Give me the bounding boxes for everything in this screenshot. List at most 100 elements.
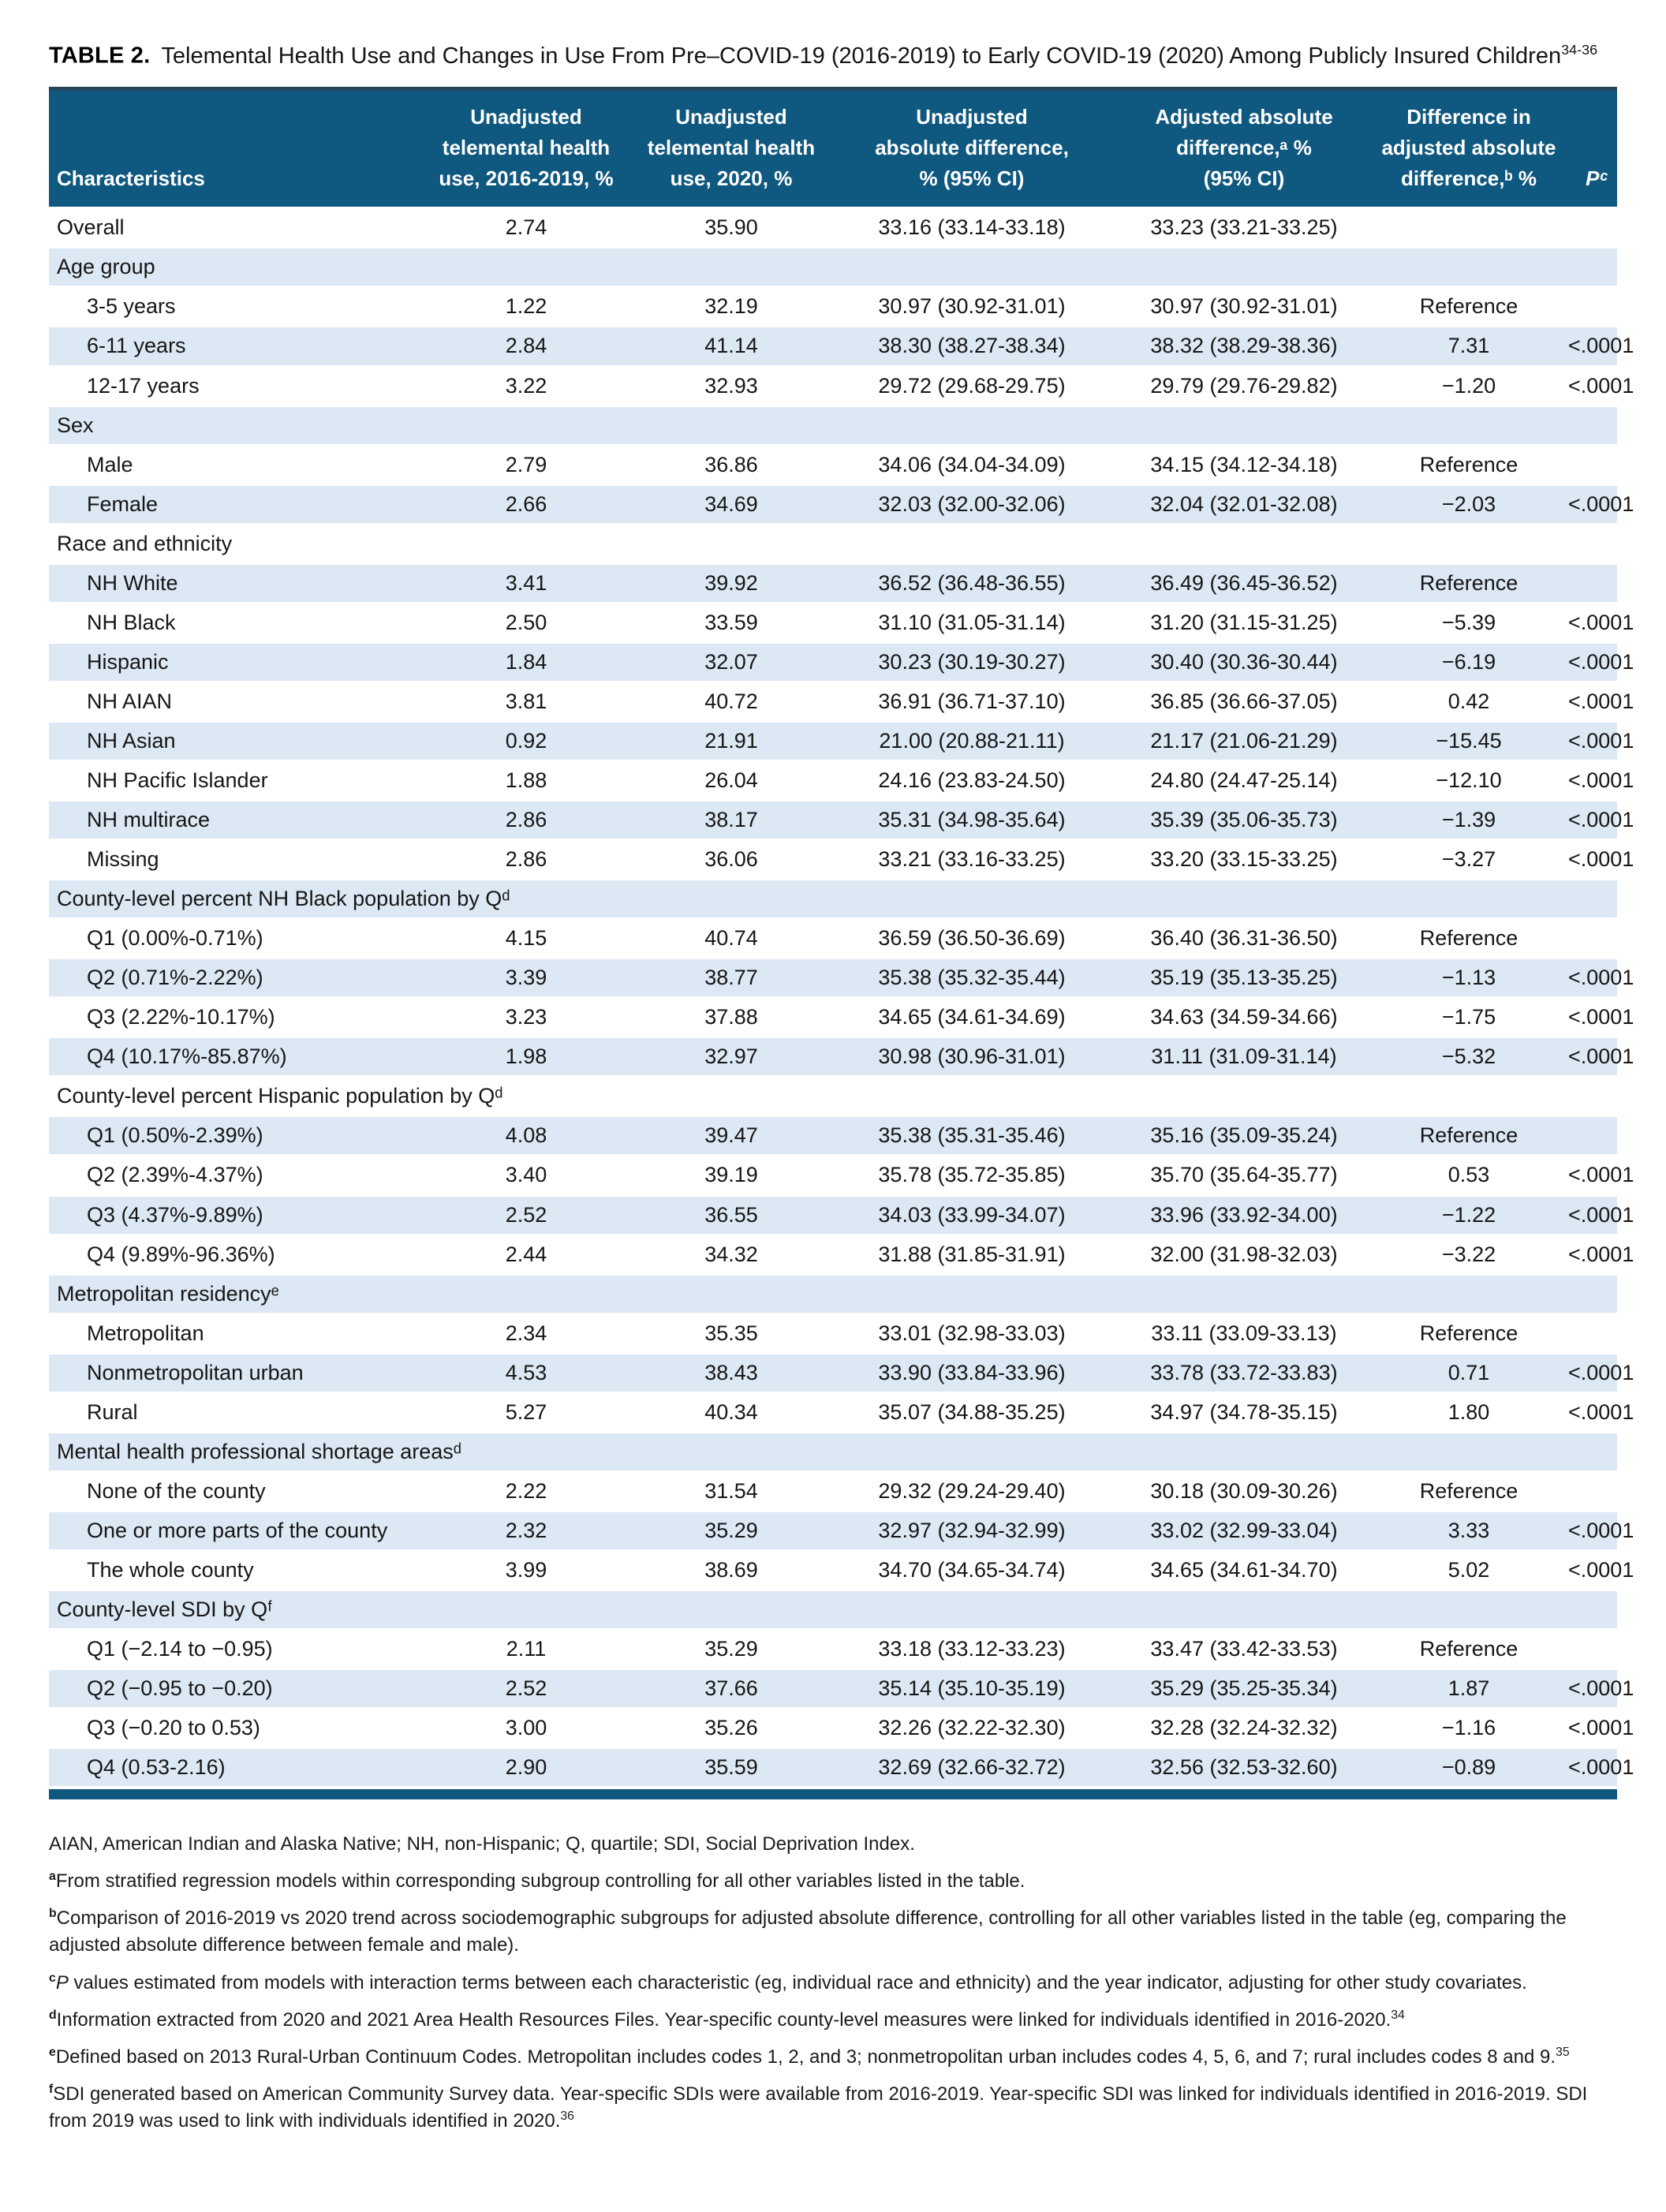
section-row: County-level percent NH Black population…: [49, 878, 1617, 919]
cell-use-2016-2019: 3.22: [420, 364, 633, 406]
cell-p-value: <.0001: [1563, 1747, 1634, 1787]
cell-adjusted-difference: 35.16 (35.09-35.24): [1114, 1115, 1374, 1156]
cell-unadjusted-difference: 34.65 (34.61-34.69): [830, 996, 1114, 1037]
table-row: Male 2.79 36.86 34.06 (34.04-34.09) 34.15 (3…: [49, 443, 1617, 485]
row-label: NH AIAN: [49, 680, 420, 722]
row-label: Q4 (0.53-2.16): [49, 1747, 420, 1787]
cell-adjusted-difference: 33.11 (33.09-33.13): [1114, 1312, 1374, 1354]
footnotes: AIAN, American Indian and Alaska Native;…: [49, 1831, 1617, 2135]
cell-adjusted-difference: 30.18 (30.09-30.26): [1114, 1470, 1374, 1511]
table-title: TABLE 2. Telemental Health Use and Chang…: [49, 41, 1617, 71]
section-label: Mental health professional shortage area…: [49, 1430, 1617, 1472]
cell-adjusted-difference: 36.85 (36.66-37.05): [1114, 680, 1374, 722]
cell-difference-in-adjusted: 0.71: [1374, 1351, 1563, 1393]
cell-adjusted-difference: 34.63 (34.59-34.66): [1114, 996, 1374, 1037]
cell-p-value: <.0001: [1563, 1154, 1634, 1196]
section-row: Age group: [49, 246, 1617, 287]
cell-adjusted-difference: 35.19 (35.13-35.25): [1114, 957, 1374, 998]
row-label: 6-11 years: [49, 325, 420, 367]
cell-p-value: [1563, 286, 1617, 327]
cell-adjusted-difference: 35.39 (35.06-35.73): [1114, 799, 1374, 840]
cell-difference-in-adjusted: 7.31: [1374, 325, 1563, 367]
cell-adjusted-difference: 32.28 (32.24-32.32): [1114, 1707, 1374, 1748]
table-row: Q4 (10.17%-85.87%) 1.98 32.97 30.98 (30.96-…: [49, 1036, 1634, 1077]
cell-use-2016-2019: 3.99: [420, 1549, 633, 1590]
cell-difference-in-adjusted: Reference: [1374, 286, 1563, 327]
cell-unadjusted-difference: 36.91 (36.71-37.10): [830, 680, 1114, 722]
row-label: 3-5 years: [49, 286, 420, 327]
section-row: Mental health professional shortage area…: [49, 1430, 1617, 1472]
table-row: NH Asian 0.92 21.91 21.00 (20.88-21.11) 21.1…: [49, 719, 1634, 761]
cell-difference-in-adjusted: −1.20: [1374, 364, 1563, 406]
table-header: Characteristics Unadjusted telemental he…: [49, 91, 1617, 208]
cell-adjusted-difference: 30.97 (30.92-31.01): [1114, 286, 1374, 327]
footnote: eDefined based on 2013 Rural-Urban Conti…: [49, 2045, 1570, 2068]
table-row: Q3 (4.37%-9.89%) 2.52 36.55 34.03 (33.99-34…: [49, 1194, 1634, 1235]
cell-unadjusted-difference: 30.97 (30.92-31.01): [830, 286, 1114, 327]
cell-p-value: <.0001: [1563, 1391, 1634, 1433]
cell-p-value: <.0001: [1563, 996, 1634, 1037]
cell-use-2016-2019: 1.22: [420, 286, 633, 327]
cell-use-2020: 40.74: [633, 917, 830, 958]
section-label: County-level percent Hispanic population…: [49, 1075, 1617, 1116]
table-title-text: Telemental Health Use and Changes in Use…: [161, 43, 1562, 69]
col-header-characteristics: Characteristics: [49, 91, 420, 208]
cell-use-2016-2019: 2.32: [420, 1509, 633, 1551]
cell-unadjusted-difference: 38.30 (38.27-38.34): [830, 325, 1114, 367]
cell-use-2016-2019: 2.79: [420, 443, 633, 485]
cell-use-2020: 36.06: [633, 839, 830, 880]
table-title-superscript: 34-36: [1561, 42, 1598, 58]
cell-use-2020: 38.69: [633, 1549, 830, 1590]
cell-use-2020: 26.04: [633, 759, 830, 801]
row-label: Female: [49, 483, 420, 525]
table-row: Q1 (0.00%-0.71%) 4.15 40.74 36.59 (36.50-36…: [49, 917, 1617, 958]
cell-p-value: <.0001: [1563, 1707, 1634, 1748]
footnote-reference-number: 36: [560, 2109, 574, 2123]
section-label: Race and ethnicity: [49, 522, 1617, 564]
cell-use-2020: 37.88: [633, 996, 830, 1037]
cell-use-2020: 38.17: [633, 799, 830, 840]
row-label: NH Black: [49, 601, 420, 643]
cell-p-value: [1563, 443, 1617, 485]
cell-unadjusted-difference: 33.01 (32.98-33.03): [830, 1312, 1114, 1354]
table-row: Q4 (0.53-2.16) 2.90 35.59 32.69 (32.66-32.7…: [49, 1747, 1634, 1787]
cell-use-2020: 32.07: [633, 641, 830, 682]
cell-use-2016-2019: 3.39: [420, 957, 633, 998]
cell-unadjusted-difference: 34.70 (34.65-34.74): [830, 1549, 1114, 1590]
cell-unadjusted-difference: 29.32 (29.24-29.40): [830, 1470, 1114, 1511]
col-header-adjusted-abs-difference: Adjusted absolute difference,ᵃ % (95% CI…: [1114, 91, 1374, 208]
cell-adjusted-difference: 33.20 (33.15-33.25): [1114, 839, 1374, 880]
cell-p-value: [1563, 1628, 1617, 1669]
table-row: NH White 3.41 39.92 36.52 (36.48-36.55) 36.4…: [49, 562, 1617, 603]
table-row: The whole county 3.99 38.69 34.70 (34.65-34…: [49, 1549, 1634, 1590]
row-label: 12-17 years: [49, 364, 420, 406]
cell-difference-in-adjusted: 0.53: [1374, 1154, 1563, 1196]
cell-unadjusted-difference: 30.23 (30.19-30.27): [830, 641, 1114, 682]
row-label: Q3 (−0.20 to 0.53): [49, 1707, 420, 1748]
cell-unadjusted-difference: 33.18 (33.12-33.23): [830, 1628, 1114, 1669]
footnote-marker: a: [49, 1870, 56, 1884]
cell-unadjusted-difference: 35.07 (34.88-35.25): [830, 1391, 1114, 1433]
cell-adjusted-difference: 33.02 (32.99-33.04): [1114, 1509, 1374, 1551]
col-header-unadjusted-use-2016-2019: Unadjusted telemental health use, 2016-2…: [420, 91, 633, 208]
cell-p-value: <.0001: [1563, 759, 1634, 801]
row-label: Metropolitan: [49, 1312, 420, 1354]
cell-adjusted-difference: 21.17 (21.06-21.29): [1114, 719, 1374, 761]
cell-use-2020: 38.77: [633, 957, 830, 998]
cell-p-value: <.0001: [1563, 1668, 1634, 1709]
col-header-unadjusted-abs-difference: Unadjusted absolute difference, % (95% C…: [830, 91, 1114, 208]
cell-use-2020: 38.43: [633, 1351, 830, 1393]
row-label: The whole county: [49, 1549, 420, 1590]
cell-p-value: [1563, 1115, 1617, 1156]
cell-adjusted-difference: 29.79 (29.76-29.82): [1114, 364, 1374, 406]
table-row: Q2 (0.71%-2.22%) 3.39 38.77 35.38 (35.32-35…: [49, 957, 1634, 998]
col-header-difference-in-adjusted: Difference in adjusted absolute differen…: [1374, 91, 1563, 208]
cell-use-2016-2019: 3.81: [420, 680, 633, 722]
cell-unadjusted-difference: 30.98 (30.96-31.01): [830, 1036, 1114, 1077]
footnote-marker: d: [49, 2008, 57, 2022]
cell-use-2020: 35.26: [633, 1707, 830, 1748]
cell-adjusted-difference: 32.00 (31.98-32.03): [1114, 1233, 1374, 1275]
cell-adjusted-difference: 32.04 (32.01-32.08): [1114, 483, 1374, 525]
footnote: dInformation extracted from 2020 and 202…: [49, 2008, 1405, 2031]
